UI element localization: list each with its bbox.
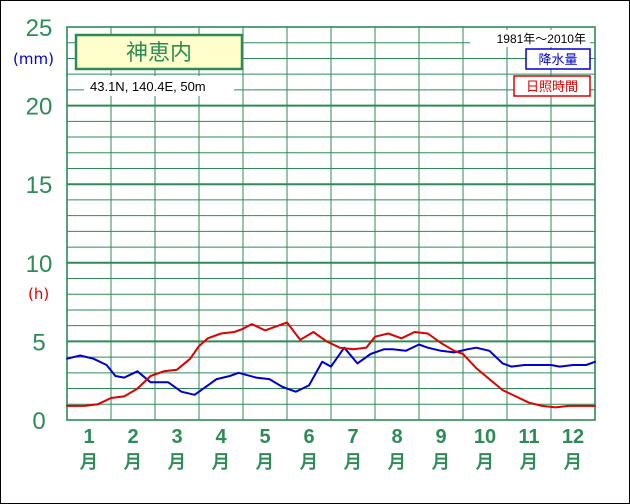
legend-sun-box	[513, 75, 591, 97]
month-suffix: 月	[123, 452, 142, 473]
month-number: 1	[83, 426, 94, 448]
precip-series-line	[66, 343, 596, 396]
month-suffix: 月	[519, 452, 538, 473]
month-suffix: 月	[431, 452, 450, 473]
month-number: 11	[518, 426, 539, 448]
grid-lines	[67, 27, 595, 420]
sun-unit-label: (h)	[28, 285, 49, 303]
month-number: 2	[127, 426, 138, 448]
month-suffix: 月	[167, 452, 186, 473]
x-axis-months: 1 月 2 月 3 月 4 月 5 月 6 月 7 月 8 月 9 月 10 月 11 月 12 月	[79, 426, 584, 473]
y-tick-label: 15	[26, 172, 53, 199]
legend-precip: 降水量	[538, 53, 577, 68]
station-title-box	[74, 33, 244, 71]
y-tick-label: 10	[26, 251, 53, 278]
month-number: 8	[391, 426, 402, 448]
month-number: 6	[303, 426, 314, 448]
y-tick-label: 0	[32, 408, 45, 435]
month-suffix: 月	[387, 452, 406, 473]
legend-precip-box	[525, 48, 591, 70]
month-number: 7	[347, 426, 358, 448]
month-number: 3	[171, 426, 182, 448]
month-suffix: 月	[211, 452, 230, 473]
month-number: 4	[215, 426, 227, 448]
station-coords: 43.1N, 140.4E, 50m	[90, 79, 206, 94]
month-suffix: 月	[343, 452, 362, 473]
month-suffix: 月	[563, 452, 582, 473]
month-number: 9	[435, 426, 446, 448]
y-axis-ticks: 25 20 15 10 5 0	[26, 15, 53, 435]
period-label: 1981年～2010年	[497, 32, 586, 46]
legend-sun: 日照時間	[526, 80, 578, 95]
coord-bg	[84, 76, 234, 96]
month-suffix: 月	[299, 452, 318, 473]
month-suffix: 月	[475, 452, 494, 473]
sun-series-line	[66, 321, 596, 409]
month-number: 10	[474, 426, 496, 448]
month-suffix: 月	[79, 452, 98, 473]
y-tick-label: 20	[26, 94, 53, 121]
month-suffix: 月	[255, 452, 274, 473]
y-tick-label: 25	[26, 15, 53, 42]
y-tick-label: 5	[32, 329, 45, 356]
series-lines	[66, 321, 596, 409]
station-title: 神恵内	[126, 41, 192, 66]
period-bg	[470, 30, 590, 47]
precip-unit-label: (mm)	[13, 50, 54, 68]
month-number: 12	[562, 426, 584, 448]
month-number: 5	[259, 426, 270, 448]
